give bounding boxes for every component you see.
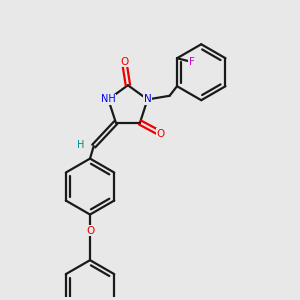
Text: NH: NH [101, 94, 116, 104]
Text: N: N [144, 94, 152, 104]
Text: O: O [157, 128, 165, 139]
Text: F: F [189, 57, 195, 67]
Text: O: O [120, 57, 128, 67]
Text: O: O [86, 226, 94, 236]
Text: H: H [77, 140, 84, 150]
